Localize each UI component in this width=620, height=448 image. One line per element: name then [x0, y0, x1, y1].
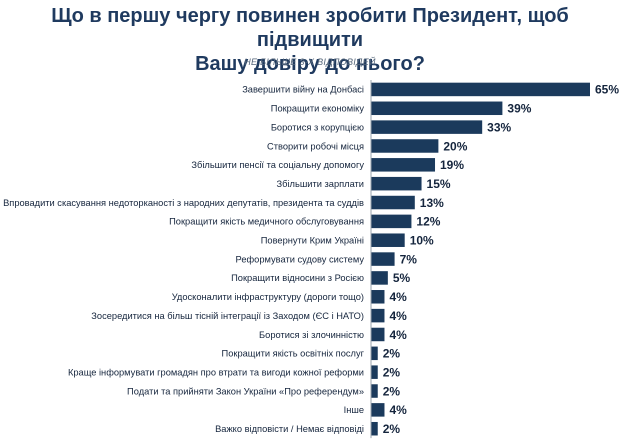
bar	[371, 290, 385, 304]
bar	[371, 120, 483, 134]
value-label: 2%	[383, 384, 401, 398]
bar	[371, 403, 385, 417]
value-label: 4%	[389, 403, 407, 417]
category-label: Створити робочі місця	[267, 141, 364, 151]
value-label: 7%	[400, 252, 418, 266]
bar	[371, 308, 385, 323]
bar	[371, 101, 503, 116]
category-label: Покращити економіку	[271, 104, 365, 114]
value-label: 2%	[383, 365, 401, 379]
bar	[371, 195, 415, 210]
category-label: Завершити війну на Донбасі	[242, 85, 364, 95]
value-label: 5%	[393, 271, 411, 285]
value-label: 4%	[389, 290, 407, 304]
category-label: Важко відповісти / Немає відповіді	[215, 424, 364, 434]
category-label: Впровадити скасування недоторканості з н…	[3, 198, 364, 208]
title-line-1: Що в першу чергу повинен зробити Президе…	[51, 5, 569, 51]
category-label: Реформувати судову систему	[236, 254, 365, 264]
category-label: Інше	[344, 405, 364, 415]
value-label: 4%	[389, 328, 407, 342]
category-label: Подати та прийняти Закон України «Про ре…	[127, 386, 364, 396]
value-label: 10%	[410, 234, 434, 248]
value-label: 20%	[443, 139, 467, 153]
bar	[371, 139, 439, 153]
title-line-2: Вашу довіру до нього?	[195, 53, 425, 75]
bar	[371, 384, 378, 398]
category-label: Збільшити зарплати	[277, 179, 364, 189]
value-label: 2%	[383, 347, 401, 361]
value-label: 19%	[440, 158, 464, 172]
bar	[371, 233, 405, 247]
value-label: 39%	[507, 102, 531, 116]
category-label: Покращити якість освітніх послуг	[222, 349, 365, 359]
category-label: Краще інформувати громадян про втрати та…	[68, 367, 364, 377]
bar	[371, 327, 385, 342]
value-label: 2%	[383, 422, 401, 436]
category-label: Удосконалити інфраструктуру (дороги тощо…	[172, 292, 364, 302]
value-label: 13%	[420, 196, 444, 210]
bar	[371, 365, 378, 379]
bar	[371, 176, 422, 191]
value-label: 4%	[389, 309, 407, 323]
bar	[371, 158, 436, 172]
value-label: 12%	[416, 215, 440, 229]
bar	[371, 271, 388, 285]
category-label: Зосередитися на більш тісній інтеграції …	[91, 311, 364, 321]
category-label: Боротися з корупцією	[271, 122, 364, 132]
category-label: Повернути Крим Україні	[261, 236, 364, 246]
bar	[371, 346, 378, 361]
bar	[371, 421, 378, 436]
value-label: 15%	[427, 177, 451, 191]
bar	[371, 82, 590, 97]
value-label: 65%	[595, 83, 619, 97]
category-label: Покращити відносини з Росією	[231, 273, 364, 283]
bar	[371, 214, 412, 229]
bar	[371, 252, 395, 266]
category-label: Покращити якість медичного обслуговуванн…	[169, 217, 364, 227]
category-label: Боротися зі злочинністю	[259, 330, 364, 340]
chart-subtitle: НЕ БІЛЬШЕ 3-Х ВІДПОВІДЕЙ	[244, 57, 376, 67]
chart-title: Що в першу чергу повинен зробити Президе…	[0, 4, 620, 76]
value-label: 33%	[487, 120, 511, 134]
category-label: Збільшити пенсії та соціальну допомогу	[191, 160, 364, 170]
